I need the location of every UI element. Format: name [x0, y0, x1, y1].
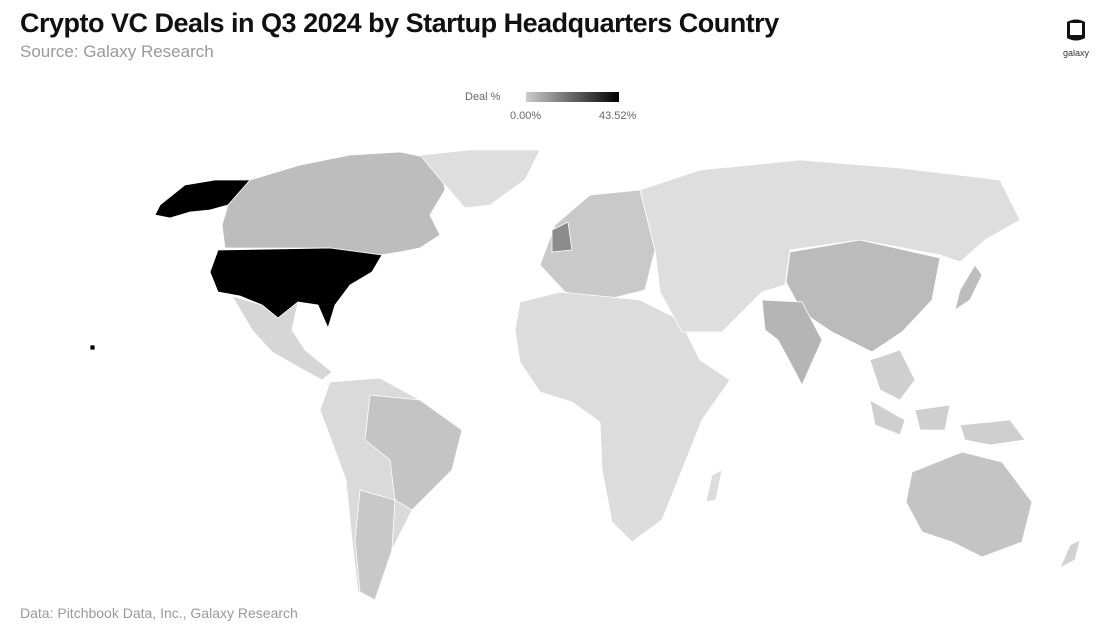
region-china[interactable] — [785, 239, 941, 353]
region-japan[interactable] — [954, 264, 983, 311]
region-southeast-asia[interactable] — [869, 349, 1026, 446]
footer-source: Data: Pitchbook Data, Inc., Galaxy Resea… — [20, 605, 298, 621]
region-greenland[interactable] — [419, 149, 541, 209]
chart-subtitle: Source: Galaxy Research — [20, 42, 214, 61]
region-united-kingdom[interactable] — [551, 221, 573, 253]
region-india[interactable] — [761, 299, 823, 386]
region-argentina[interactable] — [354, 489, 396, 601]
region-madagascar[interactable] — [705, 469, 723, 503]
legend-max: 43.52% — [599, 110, 637, 122]
legend-label: Deal % — [465, 91, 501, 103]
galaxy-logo: galaxy — [1062, 18, 1090, 58]
region-mexico-central-america[interactable] — [231, 295, 333, 381]
region-russia-asia[interactable] — [639, 159, 1021, 333]
region-canada[interactable] — [221, 151, 446, 256]
logo-text: galaxy — [1062, 48, 1089, 58]
legend-min: 0.00% — [510, 110, 542, 122]
galaxy-logo-icon — [1067, 19, 1085, 41]
region-brazil[interactable] — [364, 394, 463, 511]
region-hawaii[interactable] — [89, 344, 96, 351]
legend-gradient-bar — [526, 92, 619, 102]
region-new-zealand[interactable] — [1059, 539, 1081, 569]
region-united-states[interactable] — [209, 247, 383, 330]
region-australia[interactable] — [905, 451, 1033, 558]
chart-title: Crypto VC Deals in Q3 2024 by Startup He… — [20, 8, 779, 38]
